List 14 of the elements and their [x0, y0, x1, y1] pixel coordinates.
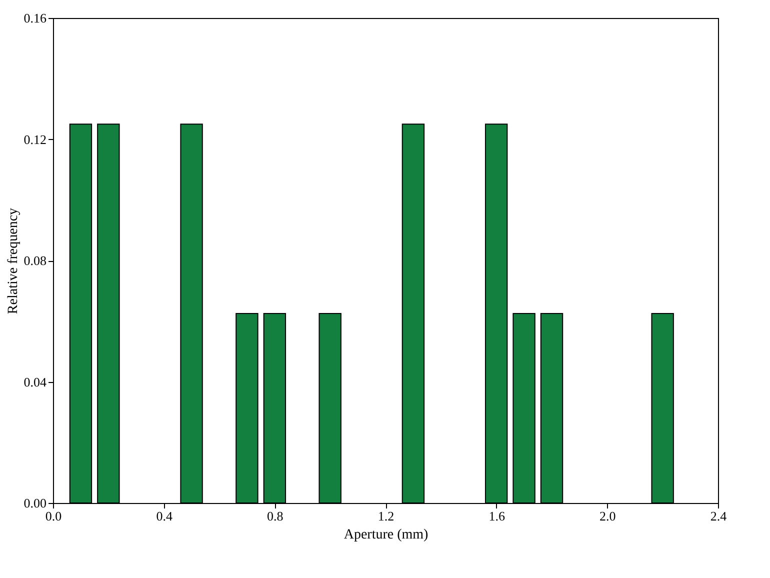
y-tick-label: 0.08 [24, 253, 46, 268]
y-tick-label: 0.16 [24, 10, 47, 26]
y-tick-label: 0.12 [24, 132, 46, 147]
x-tick-label: 0.4 [156, 508, 173, 524]
x-tick-label: 1.6 [488, 508, 506, 524]
x-tick-label: 2.4 [710, 508, 728, 524]
y-tick-label: 0.00 [24, 496, 46, 510]
x-tick-label: 1.2 [378, 508, 394, 524]
x-tick-label: 0.0 [45, 508, 62, 524]
y-tick-label: 0.04 [24, 374, 47, 390]
x-axis-title: Aperture (mm) [344, 528, 429, 542]
x-tick-label: 0.8 [267, 508, 284, 524]
y-axis-title: Relative frequency [6, 208, 21, 314]
x-tick-label: 2.0 [600, 508, 616, 524]
